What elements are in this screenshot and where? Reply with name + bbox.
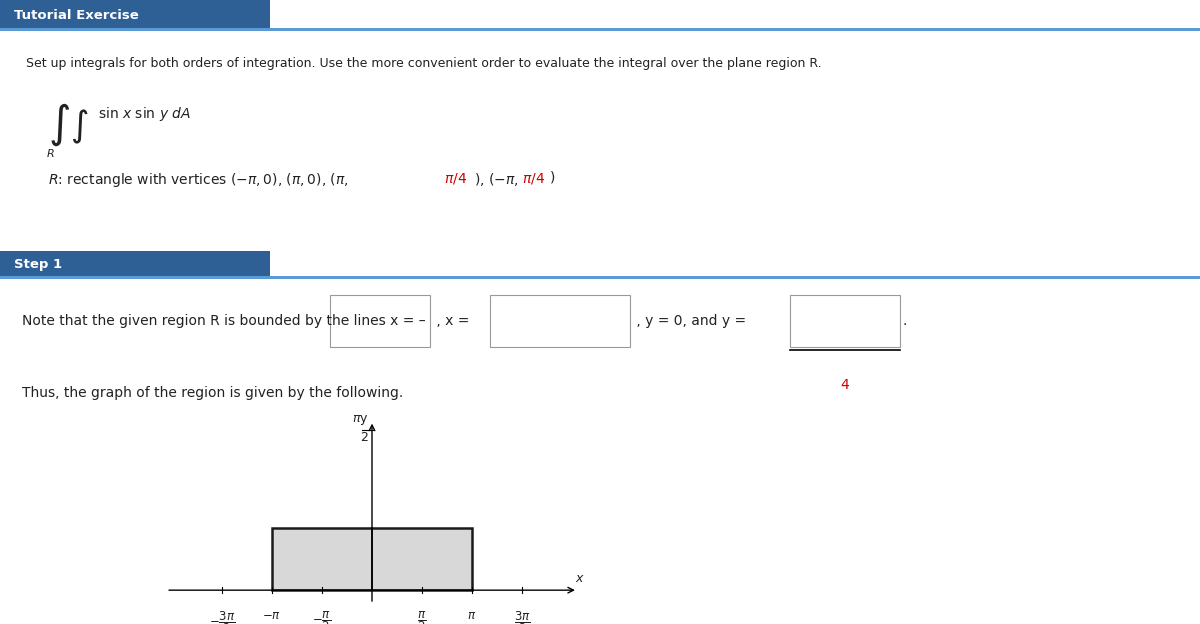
Text: $\pi/4$: $\pi/4$: [444, 171, 467, 186]
Text: $R$: rectangle with vertices $(-\pi, 0)$, $(\pi, 0)$, $(\pi$,: $R$: rectangle with vertices $(-\pi, 0)$…: [48, 171, 350, 189]
Text: $-\dfrac{3\pi}{2}$: $-\dfrac{3\pi}{2}$: [209, 609, 235, 624]
Text: Thus, the graph of the region is given by the following.: Thus, the graph of the region is given b…: [22, 386, 403, 400]
Text: 4: 4: [841, 378, 850, 392]
Text: ), $(-\pi$,: ), $(-\pi$,: [474, 171, 520, 188]
Text: $\pi/4$: $\pi/4$: [522, 171, 545, 186]
Text: sin $x$ sin $y$ $dA$: sin $x$ sin $y$ $dA$: [98, 105, 192, 124]
Text: $-\dfrac{\pi}{2}$: $-\dfrac{\pi}{2}$: [312, 609, 331, 624]
Text: Step 1: Step 1: [13, 258, 61, 271]
Text: $\int$: $\int$: [70, 108, 88, 146]
Text: $\dfrac{3\pi}{2}$: $\dfrac{3\pi}{2}$: [514, 609, 530, 624]
Bar: [272, 529, 472, 590]
Text: $\int$: $\int$: [48, 101, 70, 147]
Text: , y = 0, and y =: , y = 0, and y =: [632, 314, 746, 328]
Text: Note that the given region R is bounded by the lines x = –: Note that the given region R is bounded …: [22, 314, 426, 328]
Text: $-\pi$: $-\pi$: [263, 609, 282, 622]
Text: Set up integrals for both orders of integration. Use the more convenient order t: Set up integrals for both orders of inte…: [26, 57, 822, 71]
Text: $\pi$: $\pi$: [467, 609, 476, 622]
FancyBboxPatch shape: [790, 295, 900, 347]
Text: ): ): [550, 171, 554, 185]
Text: $\pi$y: $\pi$y: [352, 412, 368, 427]
Text: $R$: $R$: [46, 147, 54, 159]
Text: , x =: , x =: [432, 314, 469, 328]
FancyBboxPatch shape: [490, 295, 630, 347]
Text: $\dfrac{\pi}{2}$: $\dfrac{\pi}{2}$: [418, 609, 427, 624]
Text: .: .: [902, 314, 906, 328]
Text: Tutorial Exercise: Tutorial Exercise: [13, 9, 138, 22]
Text: x: x: [576, 572, 583, 585]
FancyBboxPatch shape: [330, 295, 430, 347]
Text: 2: 2: [360, 431, 368, 444]
